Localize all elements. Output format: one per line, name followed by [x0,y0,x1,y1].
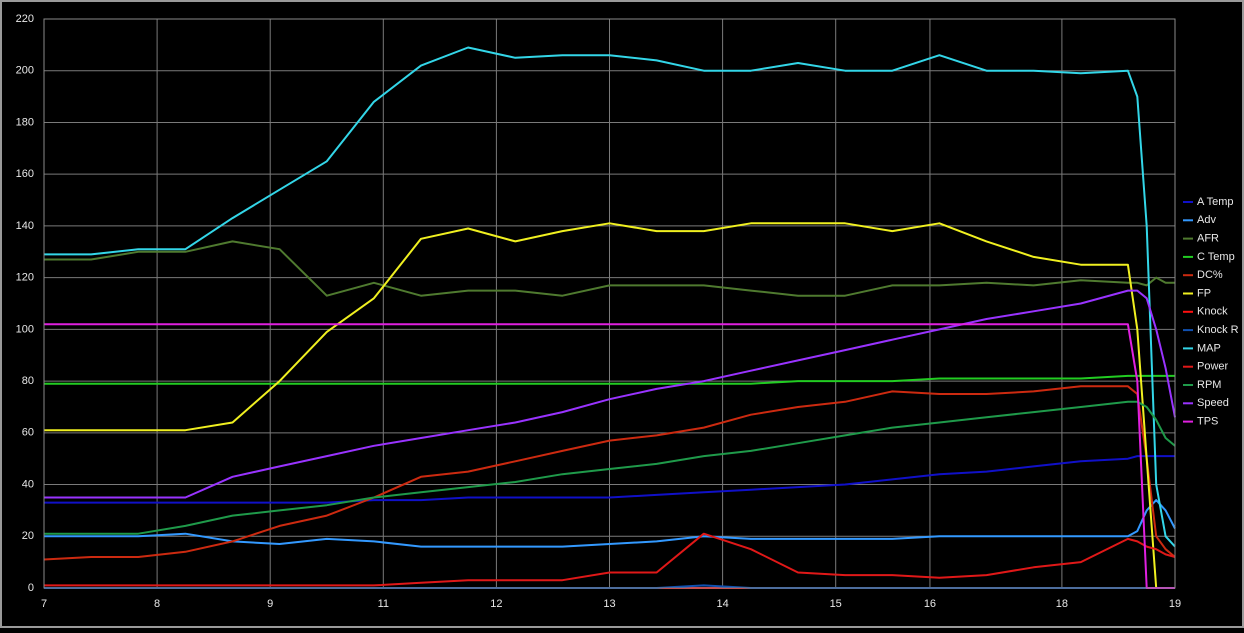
series-line [44,46,1176,548]
legend-label: Power [1197,361,1229,373]
x-tick-label: 16 [924,598,936,610]
x-tick-label: 14 [716,598,728,610]
legend-label: DC% [1197,269,1223,281]
legend-label: TPS [1197,416,1218,428]
legend: A Temp Adv AFR C Temp DC% FP Knock Knock R MAP Po… [1183,196,1239,428]
legend-label: Adv [1197,214,1216,226]
y-tick-label: 160 [16,168,34,180]
x-tick-label: 18 [1056,598,1068,610]
x-tick-label: 15 [830,598,842,610]
legend-label: FP [1197,287,1211,299]
legend-label: AFR [1197,233,1219,245]
series-line [44,532,1176,587]
y-tick-label: 60 [22,427,34,439]
series-line [44,289,1176,499]
series-line [44,323,1175,589]
y-tick-label: 100 [16,323,34,335]
plot-border [43,18,1176,589]
x-tick-label: 8 [154,598,160,610]
x-tick-label: 11 [378,598,389,610]
legend-label: Knock [1197,306,1228,318]
legend-label: A Temp [1197,196,1234,208]
axes: 0 20 40 60 80 100 120 140 160 180 200 220 7 8 9 11 12 13 1… [16,13,1181,610]
y-tick-label: 120 [16,272,34,284]
y-tick-label: 140 [16,220,34,232]
y-tick-label: 200 [16,65,34,77]
x-tick-label: 13 [603,598,615,610]
series-line [44,374,1175,385]
y-tick-label: 180 [16,116,34,128]
y-tick-label: 40 [22,478,34,490]
x-tick-label: 12 [490,598,502,610]
series-line [44,222,1175,589]
x-tick-label: 19 [1169,598,1181,610]
y-tick-label: 220 [16,13,34,25]
y-tick-label: 20 [22,530,34,542]
y-tick-label: 0 [28,582,34,594]
series-line [44,455,1175,504]
x-tick-label: 7 [41,598,47,610]
legend-label: MAP [1197,342,1221,354]
legend-label: Knock R [1197,324,1239,336]
x-tick-label: 9 [267,598,273,610]
series-line [44,400,1176,535]
legend-label: Speed [1197,397,1229,409]
legend-label: RPM [1197,379,1221,391]
series-line [44,499,1176,548]
series-line [43,385,1176,561]
legend-label: C Temp [1197,251,1235,263]
y-tick-label: 80 [22,375,34,387]
